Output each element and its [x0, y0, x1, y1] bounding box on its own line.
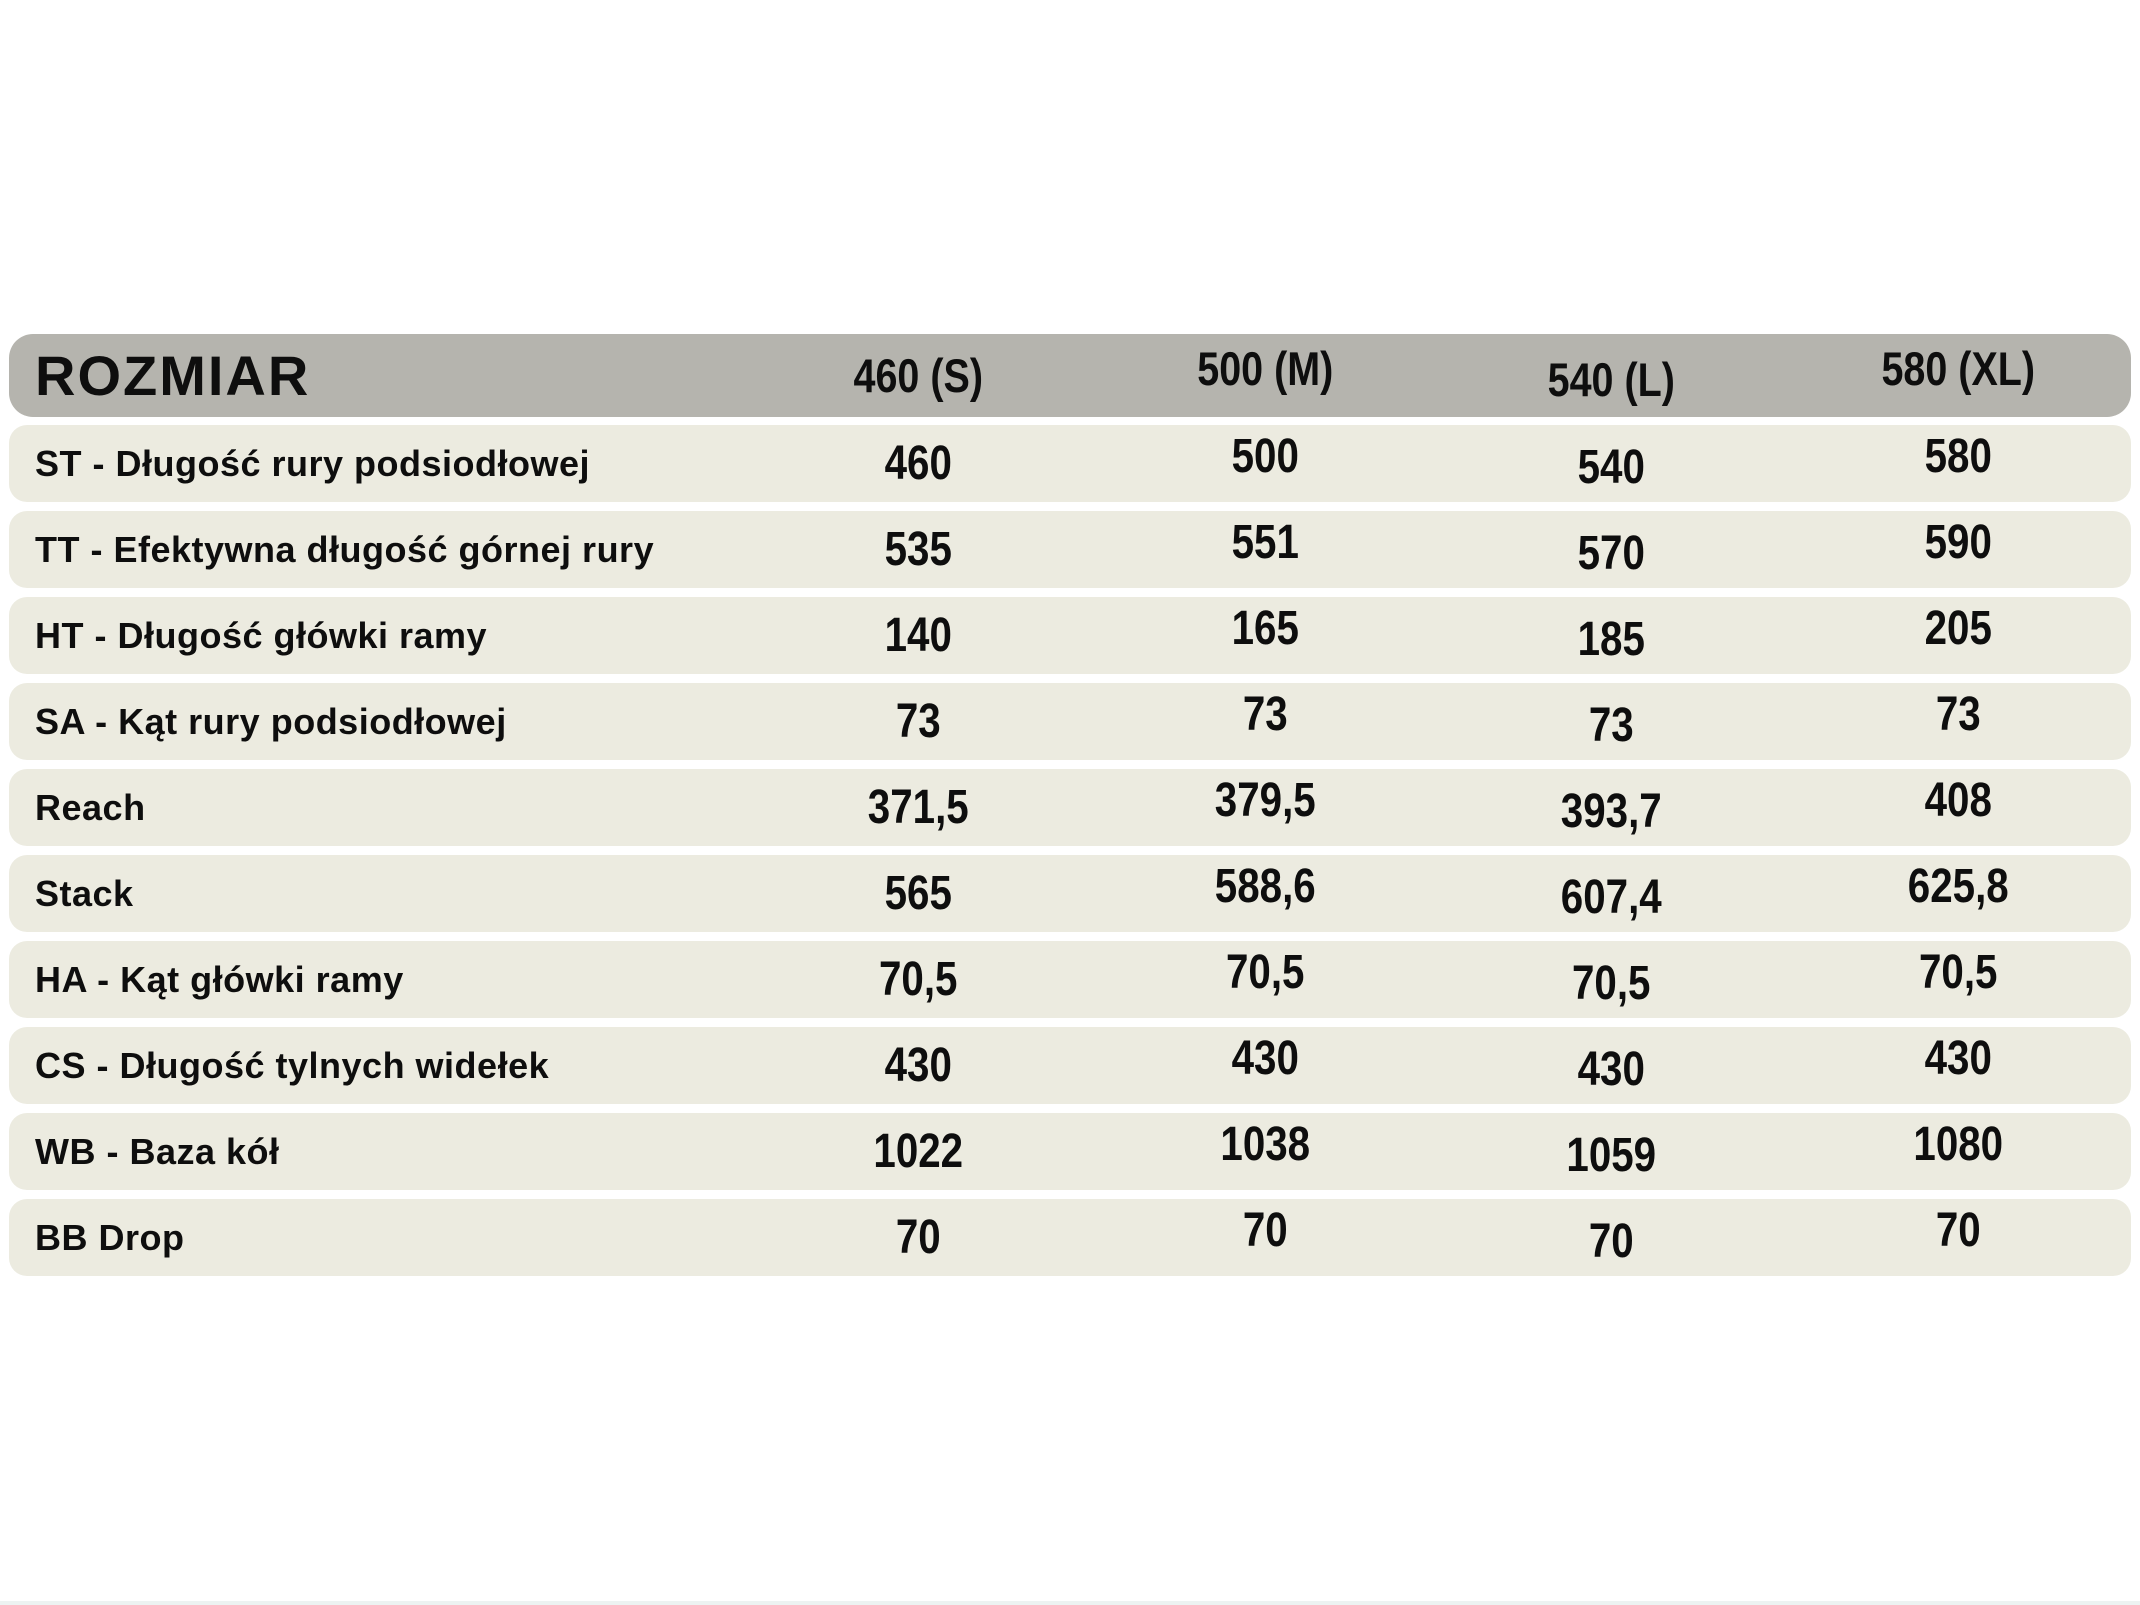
cell-value: 408 [1924, 774, 1992, 827]
table-row-bbdrop: BB Drop 70 70 70 70 [9, 1199, 2131, 1276]
cell-value: 570 [1577, 527, 1645, 580]
table-row-stack: Stack 565 588,6 607,4 625,8 [9, 855, 2131, 932]
cell-value: 430 [1231, 1032, 1299, 1085]
cell-value: 540 [1577, 441, 1645, 494]
cell-value: 371,5 [867, 781, 969, 834]
row-label: Reach [35, 786, 146, 828]
cell-value: 565 [884, 867, 952, 920]
cell-value: 460 [884, 437, 952, 490]
column-header-580xl: 580 (XL) [1880, 342, 2035, 395]
cell-value: 70 [1588, 1215, 1634, 1268]
cell-value: 70 [1935, 1204, 1981, 1257]
table-row-sa: SA - Kąt rury podsiodłowej 73 73 73 73 [9, 683, 2131, 760]
table-row-ht: HT - Długość główki ramy 140 165 185 205 [9, 597, 2131, 674]
cell-value: 430 [1577, 1043, 1645, 1096]
column-header-540l: 540 (L) [1547, 353, 1675, 406]
cell-value: 607,4 [1560, 871, 1662, 924]
cell-value: 551 [1231, 516, 1299, 569]
cell-value: 70,5 [879, 953, 958, 1006]
row-label: SA - Kąt rury podsiodłowej [35, 700, 507, 742]
row-label: CS - Długość tylnych widełek [35, 1044, 550, 1086]
cell-value: 1059 [1566, 1129, 1657, 1182]
row-label: ST - Długość rury podsiodłowej [35, 442, 591, 484]
cell-value: 73 [1242, 688, 1288, 741]
table-row-cs: CS - Długość tylnych widełek 430 430 430… [9, 1027, 2131, 1104]
cell-value: 500 [1231, 430, 1299, 483]
cell-value: 625,8 [1907, 860, 2009, 913]
row-label: WB - Baza kół [35, 1130, 280, 1172]
cell-value: 70 [1242, 1204, 1288, 1257]
cell-value: 430 [1924, 1032, 1992, 1085]
table-row-reach: Reach 371,5 379,5 393,7 408 [9, 769, 2131, 846]
row-label: HT - Długość główki ramy [35, 614, 488, 656]
cell-value: 379,5 [1214, 774, 1316, 827]
cell-value: 430 [884, 1039, 952, 1092]
bottom-edge-line [0, 1601, 2140, 1605]
table-row-st: ST - Długość rury podsiodłowej 460 500 5… [9, 425, 2131, 502]
cell-value: 73 [895, 695, 941, 748]
cell-value: 70,5 [1225, 946, 1304, 999]
cell-value: 165 [1231, 602, 1299, 655]
row-label: HA - Kąt główki ramy [35, 958, 404, 1000]
cell-value: 535 [884, 523, 952, 576]
table-row-ha: HA - Kąt główki ramy 70,5 70,5 70,5 70,5 [9, 941, 2131, 1018]
cell-value: 70,5 [1918, 946, 1997, 999]
cell-value: 73 [1935, 688, 1981, 741]
row-label: BB Drop [35, 1216, 185, 1258]
cell-value: 590 [1924, 516, 1992, 569]
cell-value: 70 [895, 1211, 941, 1264]
cell-value: 393,7 [1560, 785, 1662, 838]
cell-value: 205 [1924, 602, 1992, 655]
table-header-row: ROZMIAR 460 (S) 500 (M) 540 (L) 580 (XL) [9, 334, 2131, 417]
cell-value: 1080 [1912, 1118, 2003, 1171]
cell-value: 1022 [873, 1125, 964, 1178]
table-title: ROZMIAR [35, 344, 311, 407]
column-header-460s: 460 (S) [853, 349, 983, 402]
cell-value: 588,6 [1214, 860, 1316, 913]
table-row-tt: TT - Efektywna długość górnej rury 535 5… [9, 511, 2131, 588]
cell-value: 70,5 [1572, 957, 1651, 1010]
table-row-wb: WB - Baza kół 1022 1038 1059 1080 [9, 1113, 2131, 1190]
cell-value: 185 [1577, 613, 1645, 666]
cell-value: 1038 [1219, 1118, 1310, 1171]
column-header-500m: 500 (M) [1196, 342, 1333, 395]
row-label: TT - Efektywna długość górnej rury [35, 528, 655, 570]
cell-value: 580 [1924, 430, 1992, 483]
cell-value: 73 [1588, 699, 1634, 752]
cell-value: 140 [884, 609, 952, 662]
row-label: Stack [35, 872, 134, 914]
geometry-table: ROZMIAR 460 (S) 500 (M) 540 (L) 580 (XL)… [9, 334, 2131, 1285]
